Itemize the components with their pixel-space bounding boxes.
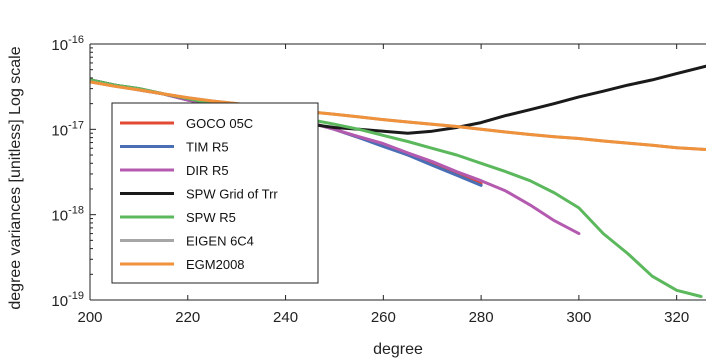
x-tick-label: 200 (77, 309, 102, 326)
y-tick-label: 10-18 (51, 205, 84, 225)
y-tick-label: 10-19 (51, 290, 84, 310)
legend-label: SPW Grid of Trr (186, 187, 278, 202)
x-tick-label: 220 (175, 309, 200, 326)
legend-label: GOCO 05C (186, 116, 253, 131)
plot-area (90, 64, 706, 298)
legend-label: TIM R5 (186, 140, 229, 155)
legend-label: DIR R5 (186, 163, 229, 178)
legend-label: EGM2008 (186, 257, 245, 272)
x-tick-label: 320 (664, 309, 689, 326)
series-line-6 (90, 80, 706, 151)
x-tick-label: 240 (273, 309, 298, 326)
y-tick-label: 10-17 (51, 119, 84, 139)
y-tick-label: 10-16 (51, 34, 84, 54)
x-tick-label: 260 (371, 309, 396, 326)
legend-label: EIGEN 6C4 (186, 234, 254, 249)
x-tick-label: 280 (469, 309, 494, 326)
x-tick-label: 300 (566, 309, 591, 326)
y-axis-label: degree variances [unitless] Log scale (7, 46, 24, 309)
legend-label: SPW R5 (186, 210, 236, 225)
x-axis-label: degree (373, 341, 423, 358)
